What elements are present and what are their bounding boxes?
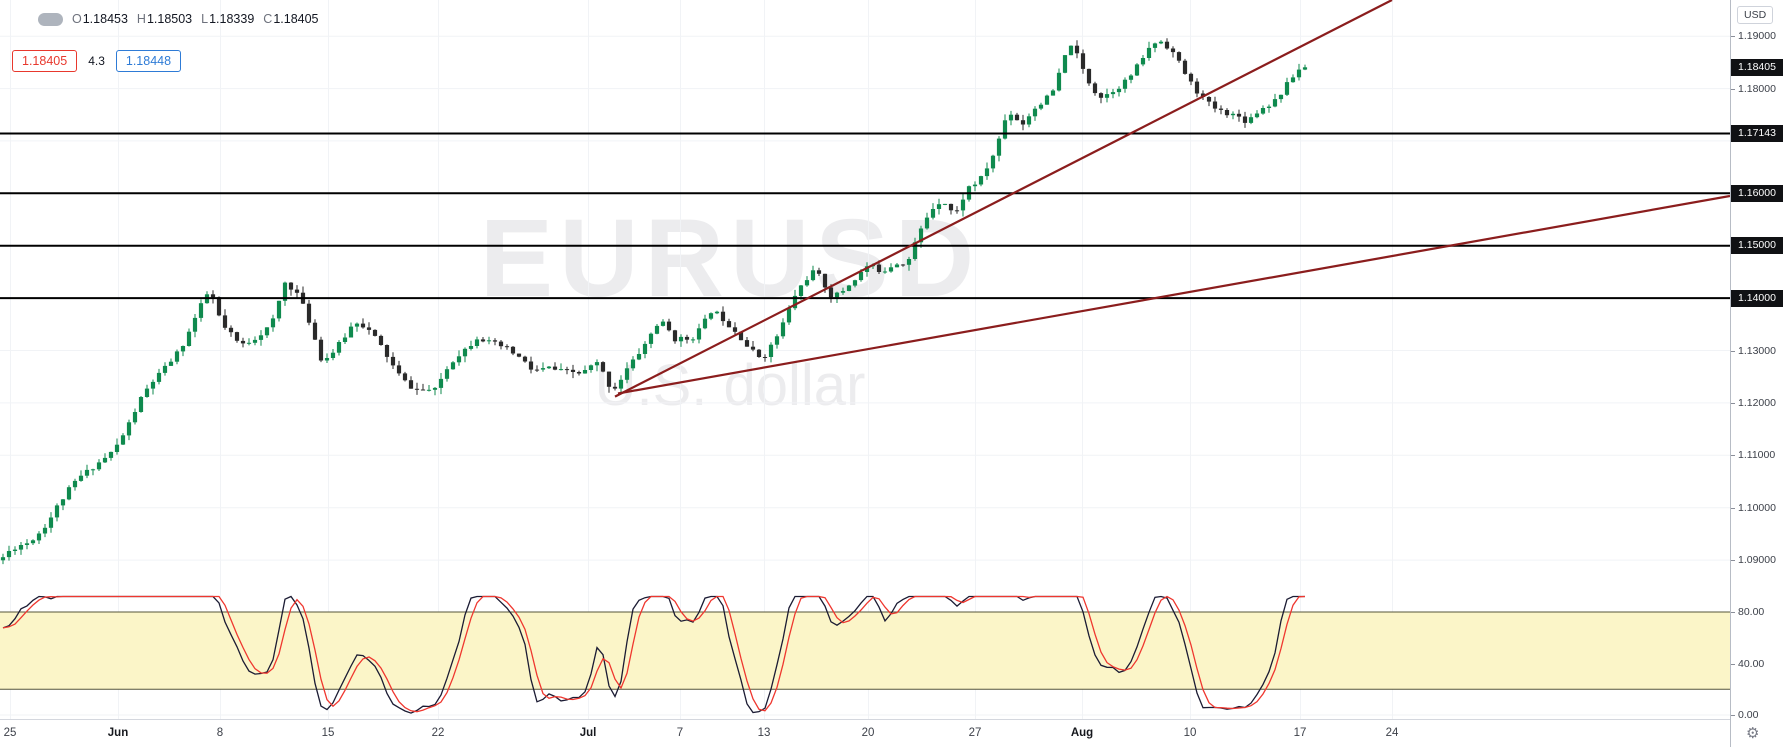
time-axis-label-25: 25	[3, 727, 17, 739]
low-value: L1.18339	[201, 12, 255, 26]
price-line-badge-1.17143: 1.17143	[1731, 124, 1783, 142]
time-axis[interactable]: 25 Jun 8 15 22 Jul 7 13 20 27 Aug 10 17 24	[0, 719, 1783, 747]
sell-price-button[interactable]: 1.18405	[12, 50, 78, 72]
currency-unit-button[interactable]: USD	[1737, 6, 1774, 24]
settings-gear-icon[interactable]: ⚙	[1746, 725, 1760, 742]
time-axis-label-Jun: Jun	[107, 727, 129, 739]
time-axis-label-7: 7	[676, 727, 684, 739]
gridlines	[0, 0, 1730, 719]
oscillator-axis-label-80.00: 80.00	[1730, 606, 1765, 618]
time-axis-label-13: 13	[757, 727, 771, 739]
symbol-placeholder-blob	[38, 12, 63, 26]
time-axis-label-27: 27	[968, 727, 982, 739]
price-axis-label-1.10000: 1.10000	[1731, 501, 1776, 514]
time-axis-label-24: 24	[1385, 727, 1399, 739]
stochastic-band	[0, 611, 1730, 690]
candlestick-series[interactable]	[0, 38, 1308, 565]
chart-plot-area[interactable]	[0, 0, 1730, 719]
time-axis-label-8: 8	[216, 727, 224, 739]
price-axis-label-1.18000: 1.18000	[1731, 82, 1776, 95]
price-axis-label-1.11000: 1.11000	[1730, 449, 1776, 462]
time-axis-label-17: 17	[1293, 727, 1307, 739]
time-axis-label-Jul: Jul	[579, 727, 597, 739]
price-axis-label-1.19000: 1.19000	[1731, 30, 1776, 43]
price-line-badge-1.18405: 1.18405	[1731, 58, 1783, 76]
trade-buttons: 1.18405 4.3 1.18448	[12, 50, 182, 72]
time-axis-label-20: 20	[861, 727, 875, 739]
high-value: H1.18503	[136, 12, 193, 26]
time-axis-label-15: 15	[321, 727, 335, 739]
oscillator-axis-label-0.00: 0.00	[1730, 709, 1759, 721]
price-axis-label-1.09000: 1.09000	[1731, 554, 1776, 567]
close-value: C1.18405	[263, 12, 319, 26]
oscillator-axis-label-40.00: 40.00	[1730, 657, 1765, 670]
price-axis[interactable]: USD ⚙ 1.19000 1.18000 1.13000 1.12000 1.1100…	[1730, 0, 1783, 747]
price-axis-label-1.12000: 1.12000	[1731, 396, 1776, 409]
price-line-badge-1.14000: 1.14000	[1731, 289, 1783, 307]
ohlc-readout: O1.18453 H1.18503 L1.18339 C1.18405	[38, 12, 319, 26]
trendline-2[interactable]	[617, 194, 1730, 395]
price-axis-label-1.13000: 1.13000	[1731, 344, 1776, 357]
stoch-d-line[interactable]	[2, 595, 1306, 713]
spread-value: 4.3	[88, 54, 105, 68]
time-axis-label-22: 22	[431, 727, 445, 739]
buy-price-button[interactable]: 1.18448	[115, 50, 182, 72]
open-value: O1.18453	[72, 12, 128, 26]
price-line-badge-1.16000: 1.16000	[1731, 184, 1783, 202]
time-axis-label-10: 10	[1183, 727, 1197, 739]
time-axis-label-Aug: Aug	[1070, 727, 1094, 739]
trendline-1[interactable]	[614, 0, 1393, 398]
price-line-badge-1.15000: 1.15000	[1731, 237, 1783, 255]
